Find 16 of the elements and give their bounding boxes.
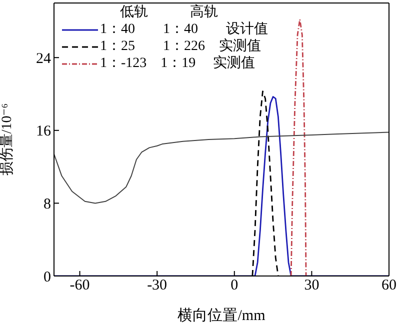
line-series: [290, 18, 307, 276]
legend-label: 1：40 1：40 设计值: [100, 21, 268, 38]
x-axis-title: 横向位置/mm: [178, 307, 266, 324]
y-axis-title: 损伤量/10⁻⁶: [0, 103, 15, 176]
x-tick-label: -60: [70, 278, 90, 294]
x-tick-label: 30: [304, 278, 320, 294]
x-tick-label: -30: [147, 278, 168, 294]
y-tick-label: 8: [44, 196, 51, 213]
legend-label: 1：25 1：226 实测值: [100, 38, 261, 55]
legend-label: 1：-123 1：19 实测值: [100, 55, 256, 72]
legend-title: 低轨 高轨: [119, 4, 219, 21]
x-tick-label: 0: [230, 278, 238, 294]
y-tick-label: 16: [36, 124, 52, 140]
y-tick-label: 24: [36, 50, 52, 67]
x-tick-label: 60: [382, 278, 396, 294]
line-series: [54, 132, 389, 204]
